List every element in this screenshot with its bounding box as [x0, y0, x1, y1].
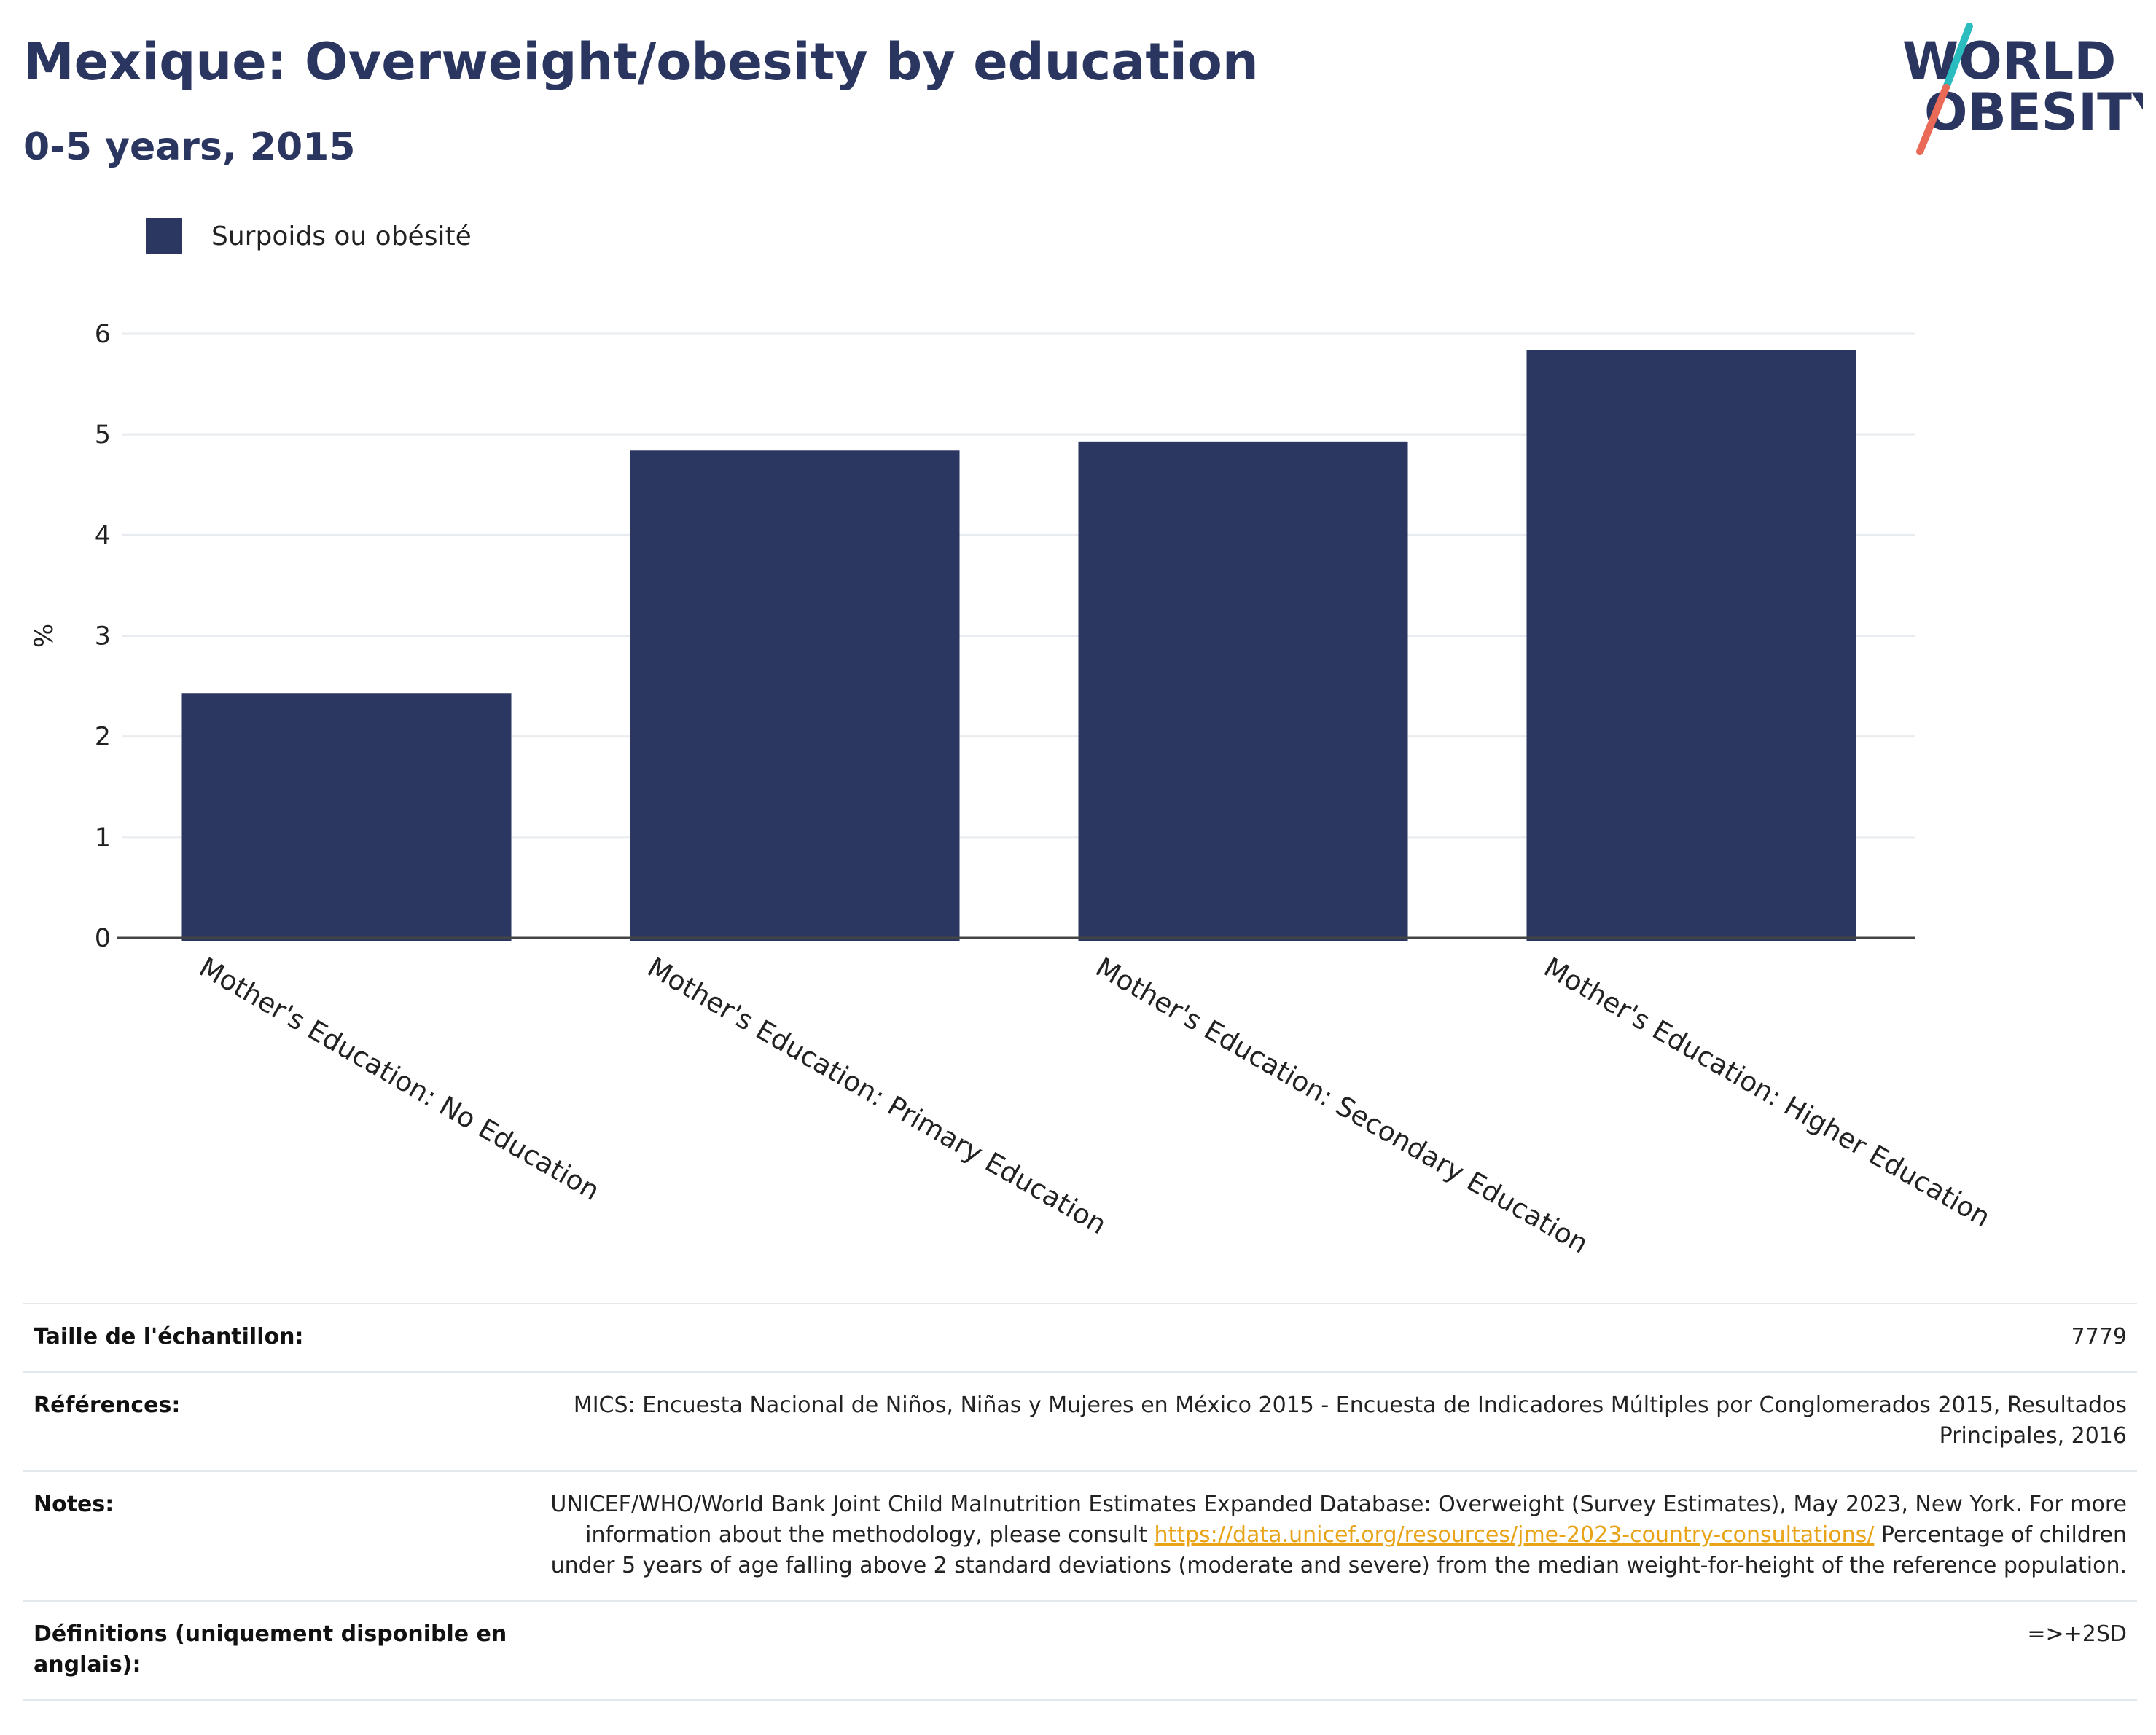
info-row-references: Références: MICS: Encuesta Nacional de N…: [23, 1371, 2137, 1470]
y-tick-label: 3: [95, 622, 111, 651]
y-axis-label: %: [30, 624, 59, 648]
y-tick-label: 5: [95, 420, 111, 450]
info-value-references: MICS: Encuesta Nacional de Niños, Niñas …: [573, 1393, 2127, 1449]
chart-title: Mexique: Overweight/obesity by education: [23, 32, 1259, 92]
y-tick-label: 1: [95, 823, 111, 853]
x-category-label: Mother's Education: Higher Education: [1539, 952, 1996, 1234]
notes-text-after: Percentage of children under 5 years of …: [550, 1522, 2127, 1578]
world-obesity-logo: WORLD OBESITY: [1902, 23, 2143, 155]
x-category-label: Mother's Education: Primary Education: [642, 952, 1112, 1241]
info-table: Taille de l'échantillon: 7779 Références…: [23, 1303, 2137, 1701]
bar-3[interactable]: [1078, 441, 1408, 941]
logo-accent-bottom: [1916, 84, 1950, 155]
legend[interactable]: Surpoids ou obésité: [146, 216, 472, 256]
info-value-definitions: =>+2SD: [2027, 1621, 2127, 1647]
info-key-sample-size: Taille de l'échantillon:: [34, 1324, 304, 1350]
legend-swatch: [146, 218, 182, 254]
info-row-sample-size: Taille de l'échantillon: 7779: [23, 1303, 2137, 1371]
info-row-notes: Notes: UNICEF/WHO/World Bank Joint Child…: [23, 1470, 2137, 1600]
info-key-definitions: Définitions (uniquement disponible en an…: [34, 1621, 507, 1677]
y-tick-label: 6: [95, 320, 111, 349]
y-tick-label: 4: [95, 521, 111, 550]
y-tick-label: 0: [95, 924, 111, 953]
logo-text-obesity: OBESITY: [1924, 82, 2143, 142]
info-key-references: Références:: [34, 1393, 181, 1418]
bar-2[interactable]: [630, 450, 960, 941]
info-value-notes: UNICEF/WHO/World Bank Joint Child Malnut…: [536, 1489, 2127, 1581]
bar-4[interactable]: [1526, 350, 1856, 941]
info-key-notes: Notes:: [34, 1492, 114, 1517]
bar-chart: 0 1 2 3 4 5 6% Mother's Education: No Education…: [30, 320, 1996, 1260]
logo-text-world: WORLD: [1902, 31, 2116, 91]
y-tick-label: 2: [95, 723, 111, 752]
info-row-definitions: Définitions (uniquement disponible en an…: [23, 1600, 2137, 1701]
x-category-label: Mother's Education: Secondary Education: [1090, 952, 1593, 1260]
logo-accent-top: [1942, 23, 1973, 91]
info-value-sample-size: 7779: [2071, 1324, 2127, 1350]
legend-label: Surpoids ou obésité: [211, 221, 472, 251]
chart-subtitle: 0-5 years, 2015: [23, 125, 356, 169]
methodology-link[interactable]: https://data.unicef.org/resources/jme-20…: [1154, 1522, 1875, 1548]
bars: [181, 350, 1856, 941]
bar-1[interactable]: [181, 693, 512, 941]
notes-text-before: UNICEF/WHO/World Bank Joint Child Malnut…: [550, 1492, 2127, 1548]
x-category-label: Mother's Education: No Education: [194, 952, 605, 1207]
